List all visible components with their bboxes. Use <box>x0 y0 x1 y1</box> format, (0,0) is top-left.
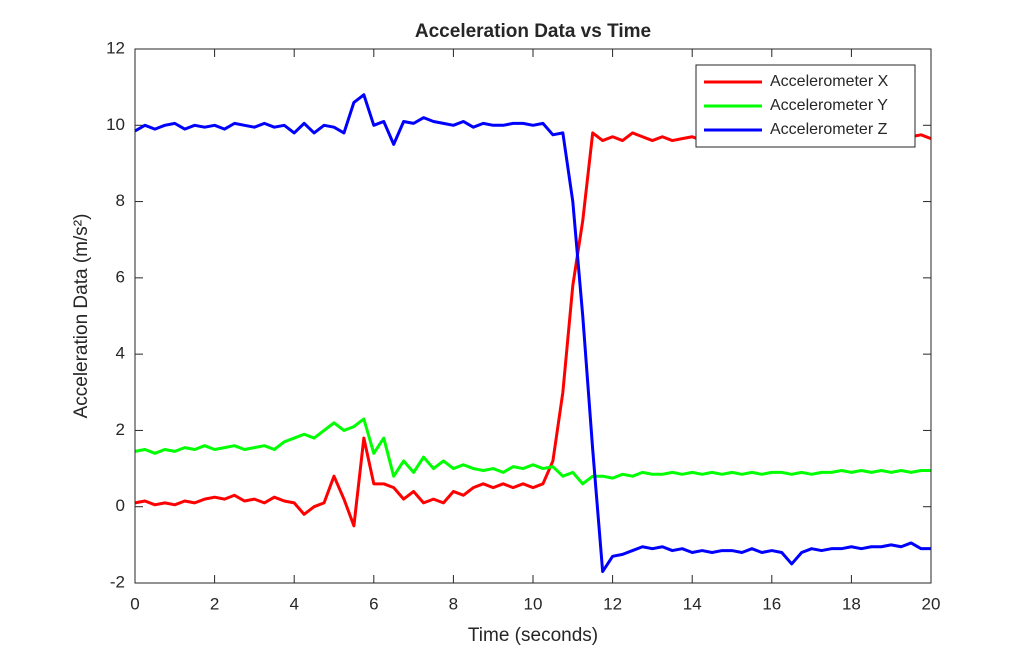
y-axis-label: Acceleration Data (m/s²) <box>71 214 92 419</box>
x-tick-label: 14 <box>683 594 702 613</box>
y-tick-label: 8 <box>116 191 125 210</box>
x-tick-label: 4 <box>289 594 298 613</box>
y-tick-label: 10 <box>106 115 125 134</box>
y-tick-label: 6 <box>116 267 125 286</box>
x-tick-label: 2 <box>210 594 219 613</box>
y-tick-label: 12 <box>106 38 125 57</box>
legend-label: Accelerometer Y <box>770 97 888 114</box>
x-tick-label: 6 <box>369 594 378 613</box>
legend-label: Accelerometer X <box>770 73 889 90</box>
y-tick-label: -2 <box>110 572 125 591</box>
legend-label: Accelerometer Z <box>770 121 888 138</box>
x-tick-label: 20 <box>922 594 941 613</box>
x-tick-label: 12 <box>603 594 622 613</box>
y-tick-label: 0 <box>116 496 125 515</box>
x-tick-label: 8 <box>449 594 458 613</box>
data-line <box>134 93 931 574</box>
x-tick-label: 0 <box>130 594 139 613</box>
y-tick-label: 2 <box>116 420 125 439</box>
x-axis-label: Time (seconds) <box>468 625 598 646</box>
chart-title: Acceleration Data vs Time <box>415 21 651 42</box>
y-tick-label: 4 <box>116 344 125 363</box>
x-tick-label: 10 <box>524 594 543 613</box>
x-tick-label: 18 <box>842 594 861 613</box>
data-line <box>134 417 931 486</box>
axes-box <box>134 48 932 584</box>
x-tick-label: 16 <box>762 594 781 613</box>
